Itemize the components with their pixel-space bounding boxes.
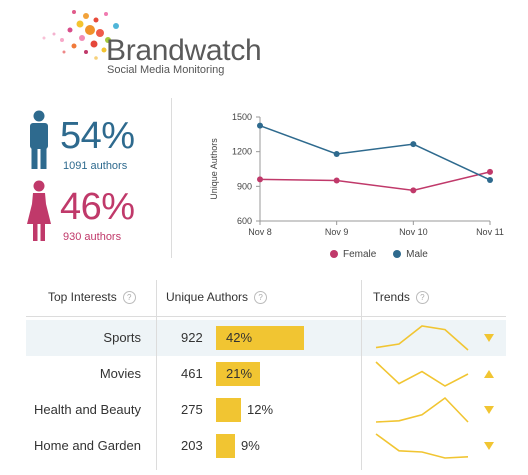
male-percent: 54% bbox=[60, 115, 135, 157]
author-count: 922 bbox=[181, 330, 203, 345]
legend-female-swatch bbox=[330, 250, 338, 259]
interest-label: Health and Beauty bbox=[34, 402, 141, 417]
y-tick-label: 900 bbox=[237, 181, 252, 191]
data-point-male bbox=[487, 176, 493, 183]
trend-line bbox=[375, 396, 469, 423]
percent-label: 42% bbox=[226, 330, 253, 345]
y-tick-label: 1200 bbox=[232, 147, 252, 157]
table-row[interactable]: Home and Garden 203 9% bbox=[26, 428, 506, 464]
female-percent: 46% bbox=[60, 186, 135, 228]
y-axis-label: Unique Authors bbox=[209, 138, 219, 200]
brand-title: Brandwatch bbox=[106, 34, 262, 67]
y-tick-label: 600 bbox=[237, 216, 252, 226]
trend-sparkline bbox=[375, 396, 469, 423]
chart-legend: Female Male bbox=[330, 249, 428, 260]
legend-male-swatch bbox=[393, 250, 402, 259]
x-tick-label: Nov 11 bbox=[476, 227, 504, 237]
y-tick-label: 1500 bbox=[232, 112, 252, 122]
brand-tagline: Social Media Monitoring bbox=[107, 64, 225, 76]
data-point-female bbox=[333, 177, 340, 184]
help-icon[interactable]: ? bbox=[122, 291, 136, 305]
series-line-male bbox=[259, 124, 491, 181]
x-tick-label: Nov 8 bbox=[248, 227, 272, 237]
series-line-female bbox=[259, 171, 491, 192]
brandwatch-logo-icon bbox=[42, 10, 119, 60]
trend-sparkline bbox=[375, 433, 469, 459]
trend-arrow bbox=[484, 334, 494, 342]
female-authors: 930 authors bbox=[63, 231, 122, 243]
unique-authors-chart: 600 900 1200 1500 Nov 8 Nov 9 Nov 10 Nov 11 Uniq… bbox=[209, 112, 504, 237]
percent-label: 12% bbox=[247, 402, 274, 417]
interest-label: Home and Garden bbox=[34, 438, 141, 453]
header-unique-authors: Unique Authors? bbox=[166, 290, 268, 305]
trend-down-icon bbox=[484, 406, 494, 414]
x-tick-label: Nov 9 bbox=[325, 227, 349, 237]
trend-line bbox=[375, 361, 469, 387]
percent-bar bbox=[216, 362, 260, 386]
data-point-female bbox=[487, 168, 493, 175]
x-tick-label: Nov 10 bbox=[399, 227, 428, 237]
female-icon bbox=[27, 180, 51, 241]
author-count: 275 bbox=[181, 402, 203, 417]
male-authors: 1091 authors bbox=[63, 160, 128, 172]
percent-label: 9% bbox=[241, 438, 260, 453]
data-point-male bbox=[333, 150, 340, 157]
header-top-interests: Top Interests? bbox=[48, 290, 136, 305]
table-row[interactable]: Sports 922 42% bbox=[26, 320, 506, 356]
legend-female: Female bbox=[330, 249, 376, 260]
data-point-male bbox=[410, 141, 417, 148]
header-trends: Trends? bbox=[373, 290, 429, 305]
male-icon bbox=[30, 110, 48, 169]
column-divider bbox=[361, 280, 362, 470]
divider bbox=[171, 98, 172, 258]
trend-sparkline bbox=[375, 325, 469, 351]
trend-arrow bbox=[484, 370, 494, 378]
author-count: 461 bbox=[181, 366, 203, 381]
percent-bar bbox=[216, 434, 235, 458]
data-point-male bbox=[257, 122, 263, 129]
trend-line bbox=[375, 325, 469, 351]
interest-label: Sports bbox=[103, 330, 141, 345]
data-point-female bbox=[257, 176, 263, 183]
interest-label: Movies bbox=[99, 366, 141, 381]
table-row[interactable]: Movies 461 21% bbox=[26, 356, 506, 392]
table-row[interactable]: Health and Beauty 275 12% bbox=[26, 392, 506, 428]
trend-down-icon bbox=[484, 334, 494, 342]
trend-sparkline bbox=[375, 361, 469, 387]
percent-label: 21% bbox=[226, 366, 253, 381]
trend-arrow bbox=[484, 442, 494, 450]
header-divider bbox=[26, 316, 506, 317]
percent-bar bbox=[216, 398, 241, 422]
trend-down-icon bbox=[484, 442, 494, 450]
data-point-female bbox=[410, 187, 417, 194]
column-divider bbox=[156, 280, 157, 470]
author-count: 203 bbox=[181, 438, 203, 453]
percent-bar bbox=[216, 326, 304, 350]
help-icon[interactable]: ? bbox=[415, 291, 429, 305]
trend-up-icon bbox=[484, 370, 494, 378]
trend-line bbox=[375, 433, 469, 459]
help-icon[interactable]: ? bbox=[254, 291, 268, 305]
trend-arrow bbox=[484, 406, 494, 414]
legend-male: Male bbox=[393, 249, 428, 260]
